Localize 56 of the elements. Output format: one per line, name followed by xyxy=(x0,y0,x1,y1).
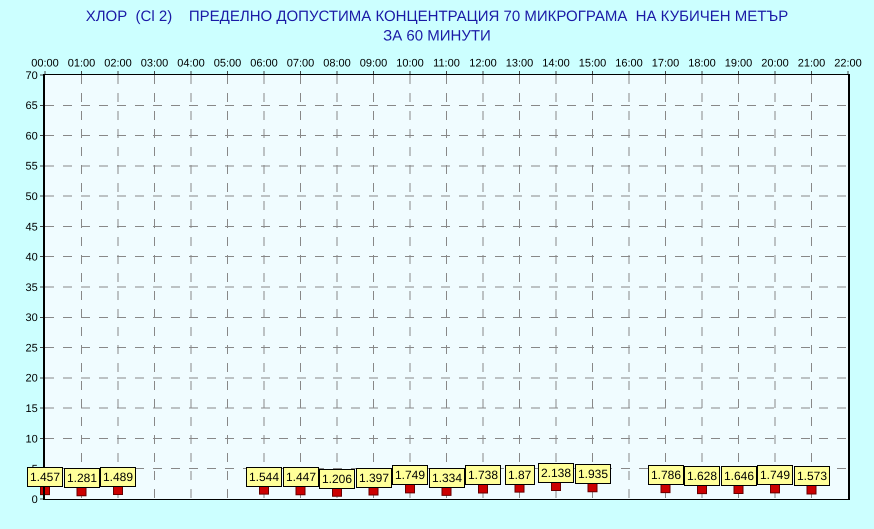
data-label: 1.646 xyxy=(724,469,754,483)
data-label: 1.749 xyxy=(395,468,426,482)
data-label: 1.738 xyxy=(468,468,498,482)
y-tick-label: 45 xyxy=(26,221,38,234)
y-tick-label: 10 xyxy=(26,433,38,446)
data-label: 1.457 xyxy=(30,470,60,484)
data-label: 1.573 xyxy=(797,469,828,483)
y-tick-label: 15 xyxy=(26,402,38,415)
y-tick-label: 30 xyxy=(26,312,38,324)
data-label: 1.87 xyxy=(508,468,532,482)
x-tick-label: 17:00 xyxy=(652,58,680,70)
y-tick-label: 70 xyxy=(26,70,38,82)
x-tick-label: 08:00 xyxy=(323,58,351,70)
data-label: 1.489 xyxy=(103,470,134,484)
x-tick-label: 01:00 xyxy=(68,58,96,70)
x-tick-label: 20:00 xyxy=(761,58,789,70)
data-label: 1.334 xyxy=(432,471,462,485)
x-tick-label: 16:00 xyxy=(615,58,643,70)
y-tick-label: 60 xyxy=(26,130,38,142)
x-tick-label: 04:00 xyxy=(177,58,205,70)
x-tick-label: 14:00 xyxy=(542,58,570,70)
x-tick-label: 13:00 xyxy=(506,58,534,70)
x-tick-label: 19:00 xyxy=(724,58,752,70)
data-label: 2.138 xyxy=(541,466,572,480)
x-tick-label: 11:00 xyxy=(433,58,460,70)
x-tick-label: 00:00 xyxy=(31,58,59,70)
x-tick-label: 15:00 xyxy=(578,58,606,70)
x-tick-label: 10:00 xyxy=(396,58,424,70)
x-tick-label: 06:00 xyxy=(250,58,278,70)
y-tick-label: 65 xyxy=(26,100,38,112)
data-label: 1.206 xyxy=(322,472,352,486)
chart-title: ХЛОР (Cl 2) ПРЕДЕЛНО ДОПУСТИМА КОНЦЕНТРАЦИЯ 70 МИКРОГРАМА НА КУБИЧЕН МЕТЪР ЗА 60 МИНУТИ xyxy=(86,8,788,45)
x-tick-label: 02:00 xyxy=(104,58,132,70)
data-label: 1.628 xyxy=(687,469,718,483)
x-tick-label: 12:00 xyxy=(469,58,497,70)
y-tick-label: 40 xyxy=(26,252,38,264)
x-tick-label: 03:00 xyxy=(140,58,168,70)
x-tick-label: 07:00 xyxy=(286,58,314,70)
y-tick-label: 55 xyxy=(26,160,38,173)
x-tick-label: 18:00 xyxy=(688,58,716,70)
data-label: 1.544 xyxy=(249,470,280,484)
y-tick-label: 50 xyxy=(26,190,38,203)
y-tick-label: 0 xyxy=(32,494,38,506)
data-label: 1.397 xyxy=(359,471,390,485)
y-tick-label: 20 xyxy=(26,372,38,385)
data-label: 1.749 xyxy=(760,468,790,482)
data-label: 1.447 xyxy=(286,470,316,484)
x-tick-label: 22:00 xyxy=(834,58,862,70)
x-tick-label: 21:00 xyxy=(798,58,826,70)
data-label: 1.935 xyxy=(578,467,608,481)
data-label: 1.786 xyxy=(651,468,682,482)
data-label: 1.281 xyxy=(67,471,98,485)
y-tick-label: 35 xyxy=(26,282,38,294)
x-tick-label: 05:00 xyxy=(214,58,242,70)
x-tick-label: 09:00 xyxy=(360,58,388,70)
y-tick-label: 25 xyxy=(26,342,38,354)
